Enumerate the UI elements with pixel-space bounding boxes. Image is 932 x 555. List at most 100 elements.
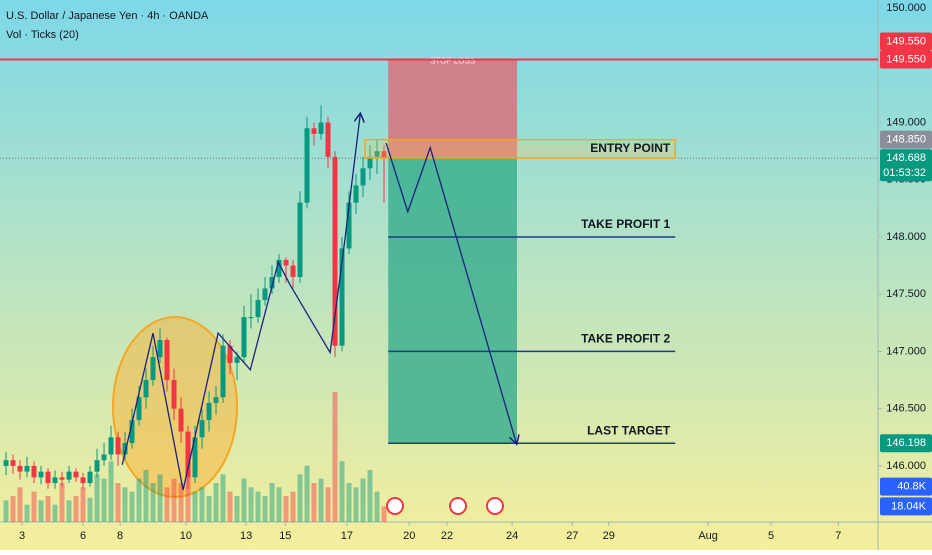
price-tag-label: 148.688 bbox=[886, 152, 926, 164]
candle-body bbox=[339, 248, 345, 346]
candle-body bbox=[318, 122, 324, 134]
candle-body bbox=[269, 277, 275, 289]
volume-bar bbox=[94, 474, 100, 522]
volume-bar bbox=[80, 487, 86, 522]
x-tick-label: 20 bbox=[403, 530, 415, 542]
candle-body bbox=[297, 202, 303, 278]
chart-title: U.S. Dollar / Japanese Yen · 4h · OANDA bbox=[6, 10, 209, 22]
volume-bar bbox=[290, 491, 296, 522]
volume-bar bbox=[199, 487, 205, 522]
volume-bar bbox=[206, 496, 212, 522]
volume-bar bbox=[157, 474, 163, 522]
x-tick-label: 24 bbox=[506, 530, 518, 542]
entry-box bbox=[364, 138, 676, 159]
volume-bar bbox=[311, 483, 317, 522]
candle-body bbox=[234, 357, 240, 363]
volume-bar bbox=[192, 491, 198, 522]
chart-subtitle: Vol · Ticks (20) bbox=[6, 29, 79, 41]
candle-body bbox=[24, 465, 30, 472]
volume-bar bbox=[325, 487, 331, 522]
candle-body bbox=[206, 402, 212, 421]
volume-bar bbox=[346, 483, 352, 522]
candle-body bbox=[353, 185, 359, 203]
target-label: TAKE PROFIT 1 bbox=[581, 217, 670, 231]
candle-body bbox=[241, 317, 247, 358]
candle-body bbox=[213, 397, 219, 403]
volume-bar bbox=[353, 487, 359, 522]
event-icons bbox=[386, 497, 504, 515]
volume-bar bbox=[31, 491, 37, 522]
x-tick-label: 13 bbox=[240, 530, 252, 542]
volume-bar bbox=[38, 500, 44, 522]
x-tick-label: 8 bbox=[117, 530, 123, 542]
volume-bar bbox=[283, 496, 289, 522]
candle-body bbox=[157, 339, 163, 358]
volume-bar bbox=[213, 483, 219, 522]
candle-body bbox=[248, 317, 254, 319]
y-tick-label: 146.000 bbox=[886, 460, 926, 472]
volume-bar bbox=[129, 491, 135, 522]
candle-body bbox=[66, 471, 72, 480]
price-tag bbox=[880, 32, 932, 51]
volume-tag-label: 18.04K bbox=[891, 500, 927, 512]
y-tick-label: 147.000 bbox=[886, 345, 926, 357]
candle-body bbox=[150, 357, 156, 381]
volume-tag-label: 40.8K bbox=[897, 481, 926, 493]
volume-bar bbox=[360, 478, 366, 522]
candle-body bbox=[332, 156, 338, 346]
volume-bar bbox=[381, 506, 387, 522]
candle-body bbox=[143, 380, 149, 398]
candle-body bbox=[304, 128, 310, 203]
volume-bar bbox=[374, 491, 380, 522]
volume-bar bbox=[241, 478, 247, 522]
volume-bar bbox=[269, 483, 275, 522]
candle-body bbox=[346, 202, 352, 249]
candle-body bbox=[325, 122, 331, 157]
volume-bar bbox=[304, 465, 310, 522]
volume-bar bbox=[318, 478, 324, 522]
candle-body bbox=[31, 465, 37, 478]
target-label: TAKE PROFIT 2 bbox=[581, 332, 670, 346]
volume-bar bbox=[339, 461, 345, 522]
volume-bar bbox=[255, 491, 261, 522]
volume-bar bbox=[45, 496, 51, 522]
volume-bar bbox=[87, 497, 93, 522]
volume-bar bbox=[185, 465, 191, 522]
volume-bar bbox=[73, 496, 79, 522]
candle-body bbox=[220, 345, 226, 398]
candle-body bbox=[283, 259, 289, 266]
candle-body bbox=[136, 397, 142, 421]
candle-body bbox=[80, 477, 86, 484]
volume-bar bbox=[136, 478, 142, 522]
candle-body bbox=[374, 151, 380, 157]
projection-line bbox=[385, 142, 516, 443]
x-tick-label: 6 bbox=[80, 530, 86, 542]
event-icon bbox=[386, 497, 404, 515]
price-tag-label: 148.850 bbox=[886, 134, 926, 146]
candle-body bbox=[73, 471, 79, 478]
candle-body bbox=[115, 437, 121, 455]
candle-body bbox=[360, 168, 366, 186]
volume-bar bbox=[122, 487, 128, 522]
candle-body bbox=[10, 460, 16, 466]
volume-bar bbox=[10, 496, 16, 522]
countdown: 01:53:32 bbox=[883, 167, 926, 179]
volume-tag bbox=[880, 477, 932, 496]
event-icon bbox=[486, 497, 504, 515]
zone bbox=[388, 59, 518, 157]
volume-bar bbox=[332, 392, 338, 522]
price-tag bbox=[880, 149, 932, 182]
candle-body bbox=[129, 420, 135, 444]
candle-body bbox=[255, 299, 261, 318]
candle-body bbox=[59, 477, 65, 480]
candle-body bbox=[290, 265, 296, 278]
candle-body bbox=[108, 437, 114, 455]
volume-bar bbox=[3, 500, 9, 522]
pattern-line bbox=[121, 114, 360, 491]
target-label: LAST TARGET bbox=[587, 423, 671, 437]
volume-bar bbox=[164, 487, 170, 522]
volume-bar bbox=[150, 483, 156, 522]
candle-body bbox=[171, 380, 177, 409]
price-tag bbox=[880, 50, 932, 69]
